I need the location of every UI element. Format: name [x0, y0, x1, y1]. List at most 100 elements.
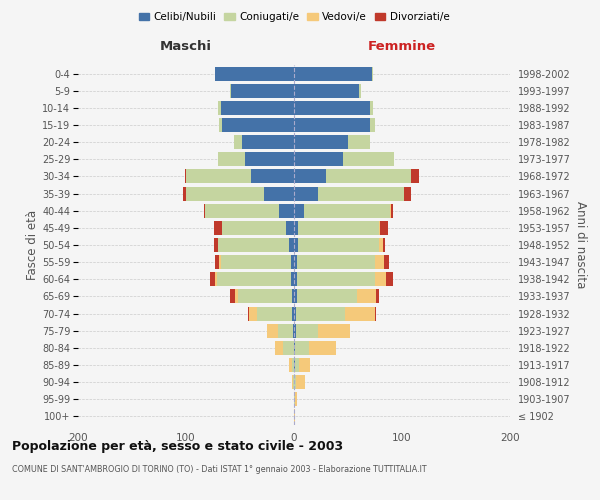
Bar [294, 84, 359, 98]
Bar [293, 324, 294, 338]
Bar [221, 221, 286, 235]
Bar [275, 341, 283, 355]
Bar [294, 290, 297, 304]
Bar [372, 66, 373, 80]
Bar [386, 272, 394, 286]
Bar [383, 238, 385, 252]
Legend: Celibi/Nubili, Coniugati/e, Vedovi/e, Divorziati/e: Celibi/Nubili, Coniugati/e, Vedovi/e, Di… [134, 8, 454, 26]
Bar [214, 221, 221, 235]
Bar [294, 358, 295, 372]
Bar [267, 324, 278, 338]
Bar [294, 238, 298, 252]
Bar [293, 375, 294, 389]
Bar [294, 135, 348, 149]
Bar [215, 272, 217, 286]
Bar [220, 118, 221, 132]
Bar [410, 170, 419, 183]
Bar [232, 84, 294, 98]
Bar [221, 255, 291, 269]
Bar [251, 170, 294, 183]
Bar [383, 255, 389, 269]
Bar [297, 255, 375, 269]
Bar [264, 186, 294, 200]
Text: Popolazione per età, sesso e stato civile - 2003: Popolazione per età, sesso e stato civil… [12, 440, 343, 453]
Bar [218, 101, 221, 115]
Bar [230, 84, 232, 98]
Bar [214, 238, 218, 252]
Bar [292, 306, 294, 320]
Bar [221, 101, 294, 115]
Bar [370, 118, 375, 132]
Bar [220, 255, 221, 269]
Bar [289, 358, 292, 372]
Bar [309, 341, 336, 355]
Bar [404, 186, 410, 200]
Bar [295, 341, 309, 355]
Y-axis label: Anni di nascita: Anni di nascita [574, 202, 587, 288]
Bar [356, 290, 376, 304]
Bar [296, 324, 318, 338]
Bar [304, 204, 390, 218]
Bar [238, 290, 292, 304]
Bar [299, 358, 310, 372]
Bar [296, 375, 305, 389]
Bar [215, 255, 220, 269]
Bar [294, 410, 295, 424]
Bar [230, 290, 235, 304]
Bar [294, 392, 295, 406]
Bar [218, 152, 245, 166]
Bar [215, 66, 294, 80]
Bar [379, 221, 380, 235]
Bar [318, 324, 350, 338]
Bar [186, 186, 264, 200]
Bar [235, 290, 238, 304]
Bar [218, 238, 289, 252]
Bar [375, 255, 383, 269]
Bar [294, 170, 326, 183]
Bar [294, 306, 296, 320]
Bar [185, 170, 186, 183]
Bar [326, 170, 410, 183]
Bar [294, 186, 318, 200]
Text: COMUNE DI SANT'AMBROGIO DI TORINO (TO) - Dati ISTAT 1° gennaio 2003 - Elaborazio: COMUNE DI SANT'AMBROGIO DI TORINO (TO) -… [12, 466, 427, 474]
Bar [294, 152, 343, 166]
Bar [379, 238, 383, 252]
Bar [295, 392, 297, 406]
Bar [298, 238, 379, 252]
Bar [283, 341, 294, 355]
Bar [221, 118, 294, 132]
Bar [294, 204, 304, 218]
Bar [343, 152, 394, 166]
Bar [186, 170, 251, 183]
Bar [294, 66, 372, 80]
Bar [248, 306, 257, 320]
Bar [291, 255, 294, 269]
Bar [345, 306, 375, 320]
Bar [292, 358, 294, 372]
Bar [297, 290, 356, 304]
Bar [242, 135, 294, 149]
Bar [292, 290, 294, 304]
Bar [348, 135, 370, 149]
Bar [292, 375, 293, 389]
Bar [294, 221, 298, 235]
Bar [294, 324, 296, 338]
Bar [291, 272, 294, 286]
Bar [294, 255, 297, 269]
Bar [375, 306, 376, 320]
Bar [289, 238, 294, 252]
Bar [294, 341, 295, 355]
Bar [390, 204, 391, 218]
Bar [297, 272, 375, 286]
Bar [286, 221, 294, 235]
Bar [257, 306, 292, 320]
Bar [298, 221, 379, 235]
Bar [296, 306, 345, 320]
Bar [370, 101, 373, 115]
Bar [294, 101, 370, 115]
Bar [295, 358, 299, 372]
Bar [183, 186, 186, 200]
Bar [294, 118, 370, 132]
Bar [279, 204, 294, 218]
Bar [217, 272, 291, 286]
